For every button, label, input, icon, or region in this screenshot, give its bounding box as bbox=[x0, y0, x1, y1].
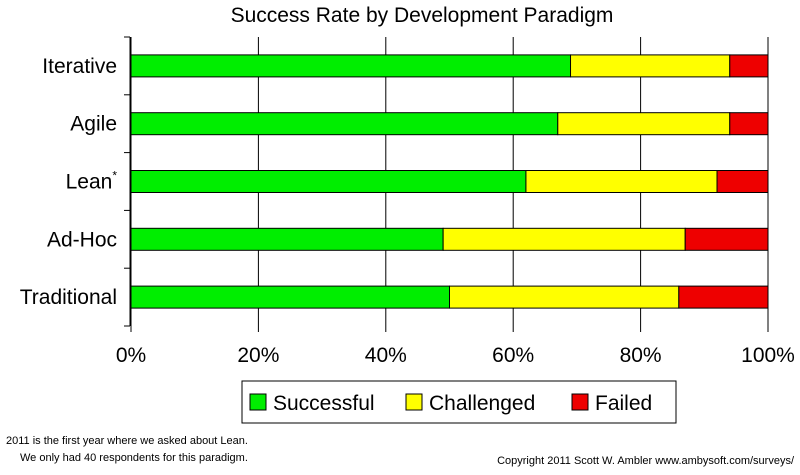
bar-agile-failed bbox=[729, 112, 769, 136]
legend-label-successful: Successful bbox=[273, 392, 375, 415]
axes: 0% 20% 40% 60% 80% 100% Iterative Agile Lean* Ad-… bbox=[20, 36, 795, 367]
x-tick-label: 60% bbox=[492, 344, 534, 367]
bar-lean-successful bbox=[130, 170, 527, 193]
bar-iterative-challenged bbox=[570, 54, 731, 78]
bar-agile-successful bbox=[130, 112, 559, 136]
bar-agile-challenged bbox=[557, 112, 731, 136]
bar-traditional-challenged bbox=[449, 285, 680, 309]
x-tick-label: 40% bbox=[365, 344, 407, 367]
bar-traditional-successful bbox=[130, 285, 450, 309]
x-tick-label: 100% bbox=[741, 344, 795, 367]
bar-iterative-failed bbox=[729, 54, 769, 78]
footnote-line-1: 2011 is the first year where we asked ab… bbox=[6, 435, 248, 447]
category-footnote-mark: * bbox=[112, 169, 117, 183]
legend-swatch-failed bbox=[571, 393, 589, 411]
bar-lean-failed bbox=[716, 170, 769, 193]
legend-box bbox=[241, 380, 677, 424]
bar-lean-challenged bbox=[525, 170, 718, 193]
bar-traditional-failed bbox=[678, 285, 769, 309]
bars bbox=[130, 54, 769, 309]
category-label-iterative: Iterative bbox=[42, 55, 117, 78]
category-label-ad-hoc: Ad-Hoc bbox=[47, 228, 117, 251]
category-label-traditional: Traditional bbox=[20, 286, 117, 309]
bar-ad-hoc-successful bbox=[130, 227, 444, 251]
legend: Successful Challenged Failed bbox=[241, 380, 677, 424]
x-tick-label: 80% bbox=[620, 344, 662, 367]
footnote-line-2: We only had 40 respondents for this para… bbox=[20, 452, 248, 464]
legend-label-challenged: Challenged bbox=[429, 392, 535, 415]
copyright-notice: Copyright 2011 Scott W. Ambler www.ambys… bbox=[497, 455, 794, 467]
legend-swatch-challenged bbox=[405, 393, 423, 411]
category-label-lean: Lean* bbox=[66, 169, 118, 194]
category-label-agile: Agile bbox=[70, 113, 117, 136]
bar-ad-hoc-failed bbox=[684, 227, 769, 251]
legend-label-failed: Failed bbox=[595, 392, 652, 415]
x-tick-label: 20% bbox=[237, 344, 279, 367]
x-tick-label: 0% bbox=[116, 344, 146, 367]
chart-title: Success Rate by Development Paradigm bbox=[231, 4, 614, 27]
bar-ad-hoc-challenged bbox=[442, 227, 686, 251]
bar-iterative-successful bbox=[130, 54, 572, 78]
legend-swatch-successful bbox=[249, 393, 267, 411]
